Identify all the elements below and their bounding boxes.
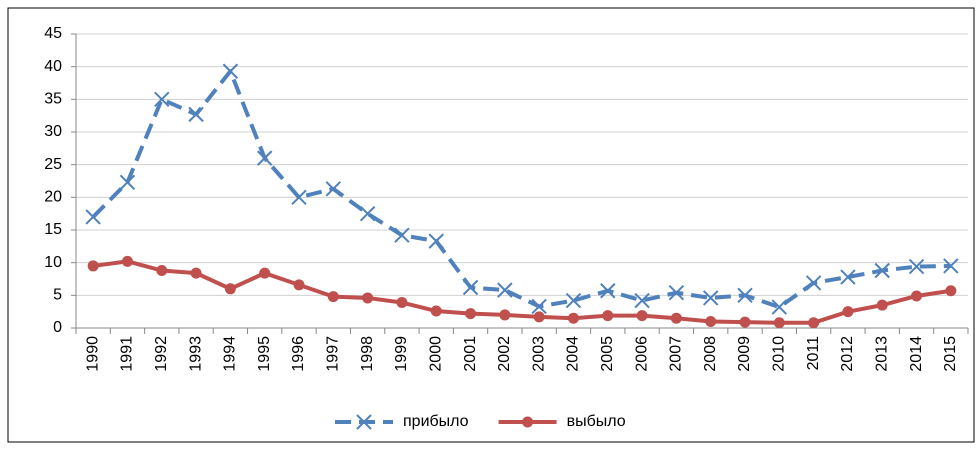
series-line xyxy=(92,259,952,325)
x-marker xyxy=(805,275,822,291)
x-marker xyxy=(325,181,342,197)
circle-marker xyxy=(808,317,820,329)
x-tick-label: 1995 xyxy=(256,336,273,372)
circle-marker xyxy=(670,312,682,324)
circle-marker xyxy=(567,312,579,324)
y-tick-label: 10 xyxy=(44,254,62,271)
x-marker xyxy=(428,233,444,249)
circle-marker xyxy=(876,299,888,311)
legend-entry: выбыло xyxy=(498,413,626,430)
x-tick-label: 2010 xyxy=(771,336,788,372)
chart-frame xyxy=(7,7,975,443)
x-marker xyxy=(85,209,101,225)
x-tick-label: 1997 xyxy=(325,336,342,372)
x-tick-label: 2006 xyxy=(633,336,650,372)
x-tick-label: 2012 xyxy=(839,336,856,372)
x-tick-label: 1998 xyxy=(359,336,376,372)
circle-marker xyxy=(773,317,785,329)
x-marker xyxy=(600,283,616,299)
x-marker xyxy=(943,258,959,274)
x-marker xyxy=(702,290,719,306)
x-marker xyxy=(668,285,685,301)
circle-marker xyxy=(705,315,717,327)
x-marker xyxy=(771,299,788,315)
circle-marker xyxy=(533,311,545,323)
x-tick-label: 2015 xyxy=(942,336,959,372)
x-marker xyxy=(462,279,479,296)
circle-marker xyxy=(121,255,133,267)
x-marker xyxy=(634,292,650,309)
circle-marker xyxy=(430,305,442,317)
circle-marker xyxy=(362,292,374,304)
x-marker xyxy=(359,205,376,222)
x-tick-label: 1996 xyxy=(290,336,307,372)
x-marker xyxy=(188,106,204,123)
circle-marker xyxy=(156,265,168,277)
legend-label: прибыло xyxy=(403,413,469,430)
x-tick-label: 1992 xyxy=(153,336,170,372)
x-tick-label: 2013 xyxy=(873,336,890,372)
x-tick-label: 1993 xyxy=(187,336,204,372)
x-tick-label: 2009 xyxy=(736,336,753,372)
y-tick-label: 40 xyxy=(44,58,62,75)
x-marker xyxy=(154,91,170,108)
y-tick-label: 30 xyxy=(44,123,62,140)
circle-marker xyxy=(499,309,511,321)
circle-marker xyxy=(190,267,202,279)
series-line xyxy=(91,69,951,310)
x-marker xyxy=(565,292,582,309)
y-tick-label: 35 xyxy=(44,91,62,108)
y-tick-label: 5 xyxy=(53,287,62,304)
x-tick-label: 2007 xyxy=(668,336,685,372)
x-tick-label: 1994 xyxy=(222,336,239,372)
circle-marker xyxy=(739,316,751,328)
x-tick-label: 2003 xyxy=(530,336,547,372)
circle-marker xyxy=(636,310,648,322)
circle-marker xyxy=(293,279,305,291)
legend-label: выбыло xyxy=(567,413,626,430)
legend-marker xyxy=(522,416,534,428)
x-tick-label: 1991 xyxy=(119,336,136,372)
x-marker xyxy=(840,269,856,285)
x-tick-label: 1999 xyxy=(393,336,410,372)
circle-marker xyxy=(602,310,614,322)
circle-marker xyxy=(259,267,271,279)
circle-marker xyxy=(842,306,854,318)
y-tick-label: 45 xyxy=(44,25,62,42)
circle-marker xyxy=(87,260,99,272)
circle-marker xyxy=(945,285,957,297)
legend-marker xyxy=(356,414,372,430)
circle-marker xyxy=(911,290,923,302)
x-marker xyxy=(497,282,513,298)
x-marker xyxy=(531,298,547,315)
circle-marker xyxy=(465,308,477,320)
x-tick-label: 2005 xyxy=(599,336,616,372)
circle-marker xyxy=(224,283,236,295)
x-tick-label: 2011 xyxy=(805,336,822,371)
circle-marker xyxy=(396,297,408,309)
circle-marker xyxy=(327,291,339,303)
x-tick-label: 2001 xyxy=(462,336,479,372)
x-tick-label: 2008 xyxy=(702,336,719,372)
x-tick-label: 2004 xyxy=(565,336,582,372)
y-tick-label: 0 xyxy=(53,319,62,336)
x-tick-label: 2000 xyxy=(427,336,444,372)
x-marker xyxy=(908,258,925,275)
y-tick-label: 25 xyxy=(44,156,62,173)
x-marker xyxy=(874,262,890,279)
y-tick-label: 20 xyxy=(44,189,62,206)
x-marker xyxy=(737,287,753,304)
y-tick-label: 15 xyxy=(44,221,62,238)
x-marker xyxy=(119,174,136,191)
legend-entry: прибыло xyxy=(335,413,469,430)
x-marker xyxy=(256,150,273,166)
x-marker xyxy=(291,189,307,206)
x-marker xyxy=(394,227,410,243)
x-tick-label: 2002 xyxy=(496,336,513,372)
x-marker xyxy=(222,63,239,79)
x-tick-label: 2014 xyxy=(908,336,925,372)
x-tick-label: 1990 xyxy=(84,336,101,372)
